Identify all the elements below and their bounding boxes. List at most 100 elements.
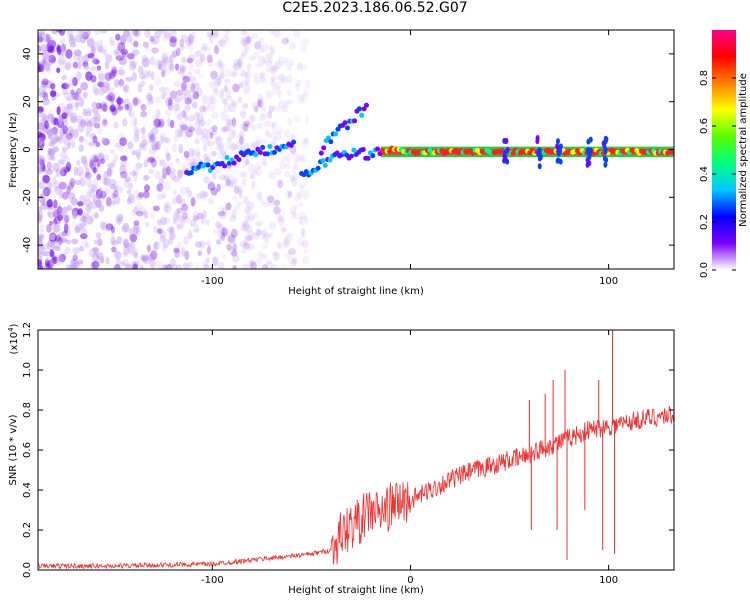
- spectrogram-noise-cell: [69, 177, 76, 188]
- spectrogram-noise-cell: [40, 233, 45, 240]
- spectrogram-noise-cell: [80, 32, 87, 39]
- spectrogram-noise-cell: [85, 204, 92, 214]
- spectrogram-noise-cell: [169, 226, 175, 235]
- spectrogram-noise-cell: [107, 190, 113, 197]
- spectrogram-noise-cell: [92, 84, 98, 95]
- spectrogram-noise-cell: [122, 118, 128, 127]
- spectrogram-noise-cell: [228, 214, 237, 223]
- spectrogram-noise-cell: [198, 72, 205, 79]
- spectrogram-noise-cell: [188, 43, 194, 54]
- spectrogram-noise-cell: [49, 155, 56, 161]
- spectrogram-noise-cell: [276, 214, 285, 221]
- spectrogram-noise-cell: [187, 232, 194, 240]
- spectrogram-noise-cell: [113, 104, 122, 113]
- spectrogram-noise-cell: [294, 192, 301, 202]
- spectrogram-noise-cell: [53, 185, 60, 192]
- spectrogram-noise-cell: [191, 148, 196, 158]
- spectrogram-noise-cell: [45, 33, 51, 44]
- spectrogram-noise-cell: [104, 61, 110, 70]
- spectrogram-noise-cell: [133, 125, 139, 136]
- spectrogram-noise-cell: [194, 138, 200, 145]
- spectrogram-noise-cell: [97, 152, 105, 162]
- spectrogram-noise-cell: [292, 256, 299, 264]
- spectrogram-noise-cell: [194, 263, 200, 269]
- spectrogram-noise-cell: [47, 211, 55, 219]
- spectrogram-noise-cell: [165, 162, 170, 170]
- spectrogram-noise-cell: [268, 171, 275, 180]
- spectrogram-noise-cell: [162, 264, 168, 269]
- spectrogram-noise-cell: [117, 132, 126, 142]
- spectrogram-noise-cell: [303, 248, 308, 254]
- spectrogram-noise-cell: [188, 40, 194, 46]
- spectrogram-noise-cell: [84, 111, 92, 117]
- spectrogram-noise-cell: [79, 218, 87, 228]
- spectrogram-noise-cell: [88, 141, 96, 147]
- spectrogram-noise-cell: [61, 43, 67, 52]
- spectrogram-noise-cell: [55, 168, 61, 178]
- spectrogram-noise-cell: [156, 183, 164, 192]
- spectrogram-noise-cell: [233, 59, 240, 66]
- spectrogram-noise-cell: [250, 180, 255, 191]
- spectrogram-noise-cell: [72, 61, 79, 69]
- spectrogram-noise-cell: [89, 188, 95, 198]
- spectrogram-noise-cell: [268, 221, 276, 230]
- spectrogram-noise-cell: [222, 175, 229, 182]
- spectrogram-noise-cell: [170, 30, 177, 36]
- spectrogram-noise-cell: [110, 229, 116, 237]
- spectrogram-noise-cell: [96, 252, 104, 260]
- spectrogram-noise-cell: [153, 35, 160, 45]
- spectrogram-noise-cell: [274, 80, 282, 91]
- spectrogram-noise-cell: [284, 251, 291, 259]
- spectrogram-noise-cell: [85, 71, 93, 82]
- spectrogram-noise-cell: [92, 184, 98, 193]
- spectrogram-noise-cell: [41, 78, 49, 86]
- spectrogram-noise-cell: [96, 47, 104, 53]
- y-tick-label: 0.0: [22, 562, 33, 578]
- spectrogram-noise-cell: [123, 242, 131, 252]
- spectrogram-noise-cell: [106, 167, 112, 178]
- spectrogram-noise-cell: [89, 158, 94, 168]
- spectrogram-noise-cell: [52, 146, 59, 153]
- spectrogram-noise-cell: [143, 253, 149, 261]
- spectrogram-noise-cell: [257, 99, 262, 108]
- spectrogram-noise-cell: [48, 220, 54, 226]
- spectrogram-noise-cell: [101, 119, 108, 127]
- spectrogram-noise-cell: [172, 212, 181, 221]
- ridge-burst-cell: [586, 138, 591, 145]
- ridge-burst-cell: [558, 143, 563, 150]
- spectrogram-noise-cell: [79, 177, 87, 187]
- spectrogram-noise-cell: [41, 62, 47, 68]
- spectrogram-noise-cell: [71, 92, 78, 100]
- spectrogram-noise-cell: [255, 166, 263, 177]
- spectrogram-noise-cell: [205, 157, 211, 165]
- spectrogram-noise-cell: [252, 212, 259, 220]
- spectrogram-noise-cell: [38, 259, 43, 267]
- spectrogram-noise-cell: [298, 182, 307, 189]
- spectrogram-noise-cell: [69, 76, 75, 86]
- spectrogram-noise-cell: [249, 258, 255, 267]
- spectrogram-noise-cell: [215, 75, 223, 81]
- spectrogram-noise-cell: [159, 131, 167, 141]
- spectrogram-noise-cell: [167, 60, 174, 70]
- spectrogram-noise-cell: [138, 72, 146, 80]
- spectrogram-noise-cell: [286, 99, 294, 105]
- spectrogram-noise-cell: [91, 57, 97, 64]
- spectrogram-noise-cell: [135, 162, 143, 170]
- spectrogram-noise-cell: [56, 205, 63, 216]
- spectrogram-noise-cell: [183, 89, 192, 97]
- spectrogram-noise-cell: [254, 162, 262, 170]
- spectrogram-noise-cell: [109, 178, 117, 186]
- spectrogram-noise-cell: [91, 260, 100, 269]
- spectrogram-noise-cell: [213, 30, 220, 38]
- spectrogram-noise-cell: [243, 103, 249, 109]
- spectrogram-noise-cell: [48, 263, 53, 269]
- spectrogram-noise-cell: [176, 168, 184, 179]
- spectrogram-noise-cell: [60, 51, 65, 57]
- spectrogram-noise-cell: [269, 30, 275, 35]
- spectrogram-noise-cell: [171, 102, 180, 112]
- x-tick-label: -100: [201, 276, 224, 287]
- spectrogram-noise-cell: [172, 176, 181, 183]
- spectrogram-noise-cell: [83, 64, 90, 71]
- spectrogram-noise-cell: [248, 260, 254, 268]
